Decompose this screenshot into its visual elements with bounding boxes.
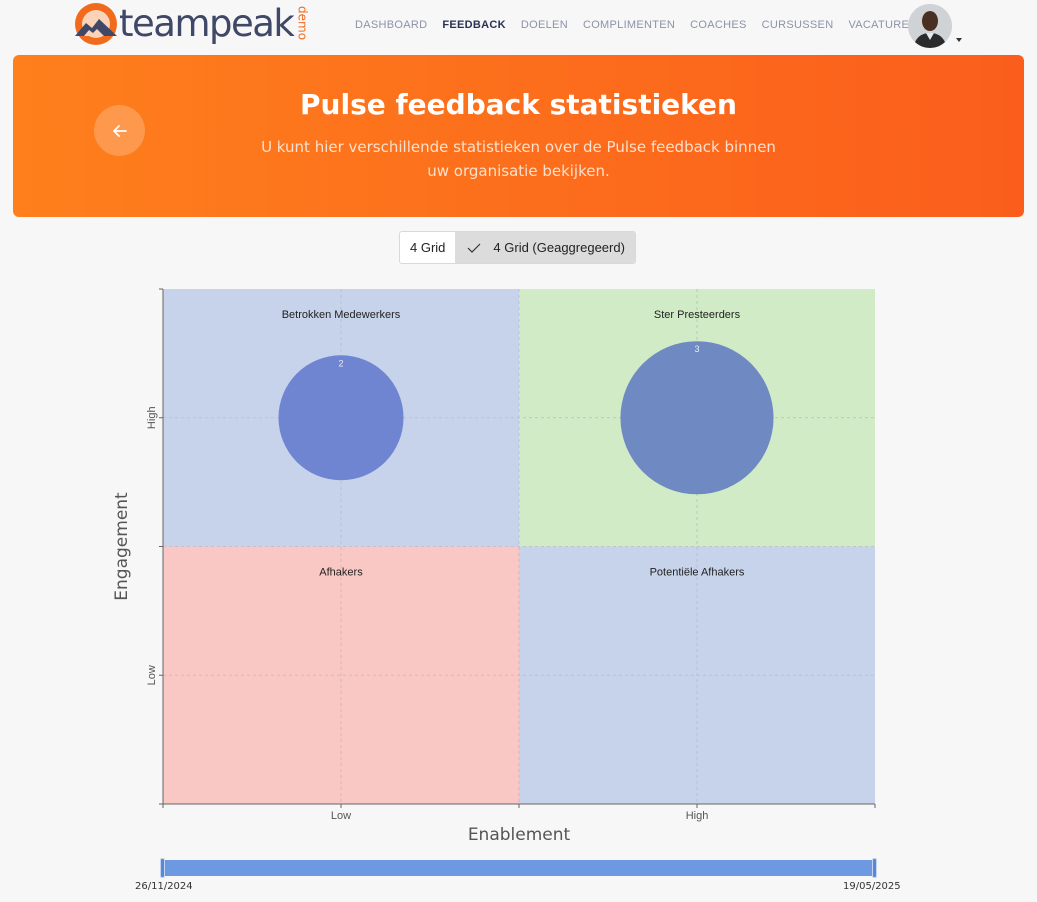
bubble-count-label-0: 2: [338, 358, 343, 368]
toggle-4-grid-aggregated[interactable]: 4 Grid (Geaggregeerd): [455, 232, 635, 263]
range-end-handle[interactable]: [872, 858, 877, 878]
arrow-left-icon: [112, 124, 127, 137]
user-photo-icon: [908, 4, 952, 48]
nav-item-vacatures[interactable]: VACATURES: [848, 19, 917, 31]
bubble-0[interactable]: [278, 355, 404, 481]
x-axis-title: Enablement: [468, 825, 571, 845]
y-axis-title: Engagement: [112, 492, 132, 601]
range-end-date: 19/05/2025: [843, 881, 901, 892]
nav-item-coaches[interactable]: COACHES: [690, 19, 747, 31]
x-tick-label-0: Low: [331, 810, 351, 822]
range-start-date: 26/11/2024: [135, 881, 193, 892]
chevron-down-icon[interactable]: [956, 38, 962, 42]
nav-item-complimenten[interactable]: COMPLIMENTEN: [582, 19, 676, 31]
nav-item-feedback[interactable]: FEEDBACK: [442, 19, 506, 31]
quadrant-label-1: Ster Presteerders: [654, 309, 741, 321]
bubble-count-label-1: 3: [694, 344, 699, 354]
brand-tag: demo: [295, 6, 310, 41]
page-subtitle: U kunt hier verschillende statistieken o…: [261, 138, 776, 180]
toggle-4-grid[interactable]: 4 Grid: [400, 232, 455, 263]
quadrant-label-2: Afhakers: [319, 567, 363, 579]
user-avatar[interactable]: [908, 4, 952, 48]
top-navigation: teampeak demo DASHBOARD FEEDBACK DOELEN COM…: [0, 0, 1037, 52]
quadrant-label-3: Potentiële Afhakers: [650, 567, 745, 579]
y-tick-label-0: Low: [146, 665, 158, 685]
back-button[interactable]: [94, 105, 145, 156]
mountain-logo-icon: [75, 3, 117, 45]
x-tick-label-1: High: [686, 810, 709, 822]
nav-item-doelen[interactable]: DOELEN: [520, 19, 568, 31]
y-tick-label-1: High: [146, 406, 158, 429]
quadrant-label-0: Betrokken Medewerkers: [282, 309, 401, 321]
toggle-4-grid-aggregated-label: 4 Grid (Geaggregeerd): [493, 240, 625, 255]
teampeak-logo[interactable]: teampeak demo: [74, 2, 309, 46]
page-header-banner: Pulse feedback statistieken U kunt hier …: [13, 55, 1024, 217]
bubble-1[interactable]: [620, 341, 774, 495]
toggle-4-grid-label: 4 Grid: [410, 240, 446, 255]
main-nav: DASHBOARD FEEDBACK DOELEN COMPLIMENTEN COACH…: [355, 19, 932, 31]
page-title: Pulse feedback statistieken: [300, 88, 737, 121]
grid-view-toggle: 4 Grid 4 Grid (Geaggregeerd): [399, 231, 636, 264]
check-icon: [467, 243, 481, 253]
date-range-slider[interactable]: [160, 858, 877, 878]
range-start-handle[interactable]: [160, 858, 165, 878]
nav-item-cursussen[interactable]: CURSUSSEN: [761, 19, 834, 31]
brand-name: teampeak: [119, 2, 295, 45]
nav-item-dashboard[interactable]: DASHBOARD: [355, 19, 428, 31]
